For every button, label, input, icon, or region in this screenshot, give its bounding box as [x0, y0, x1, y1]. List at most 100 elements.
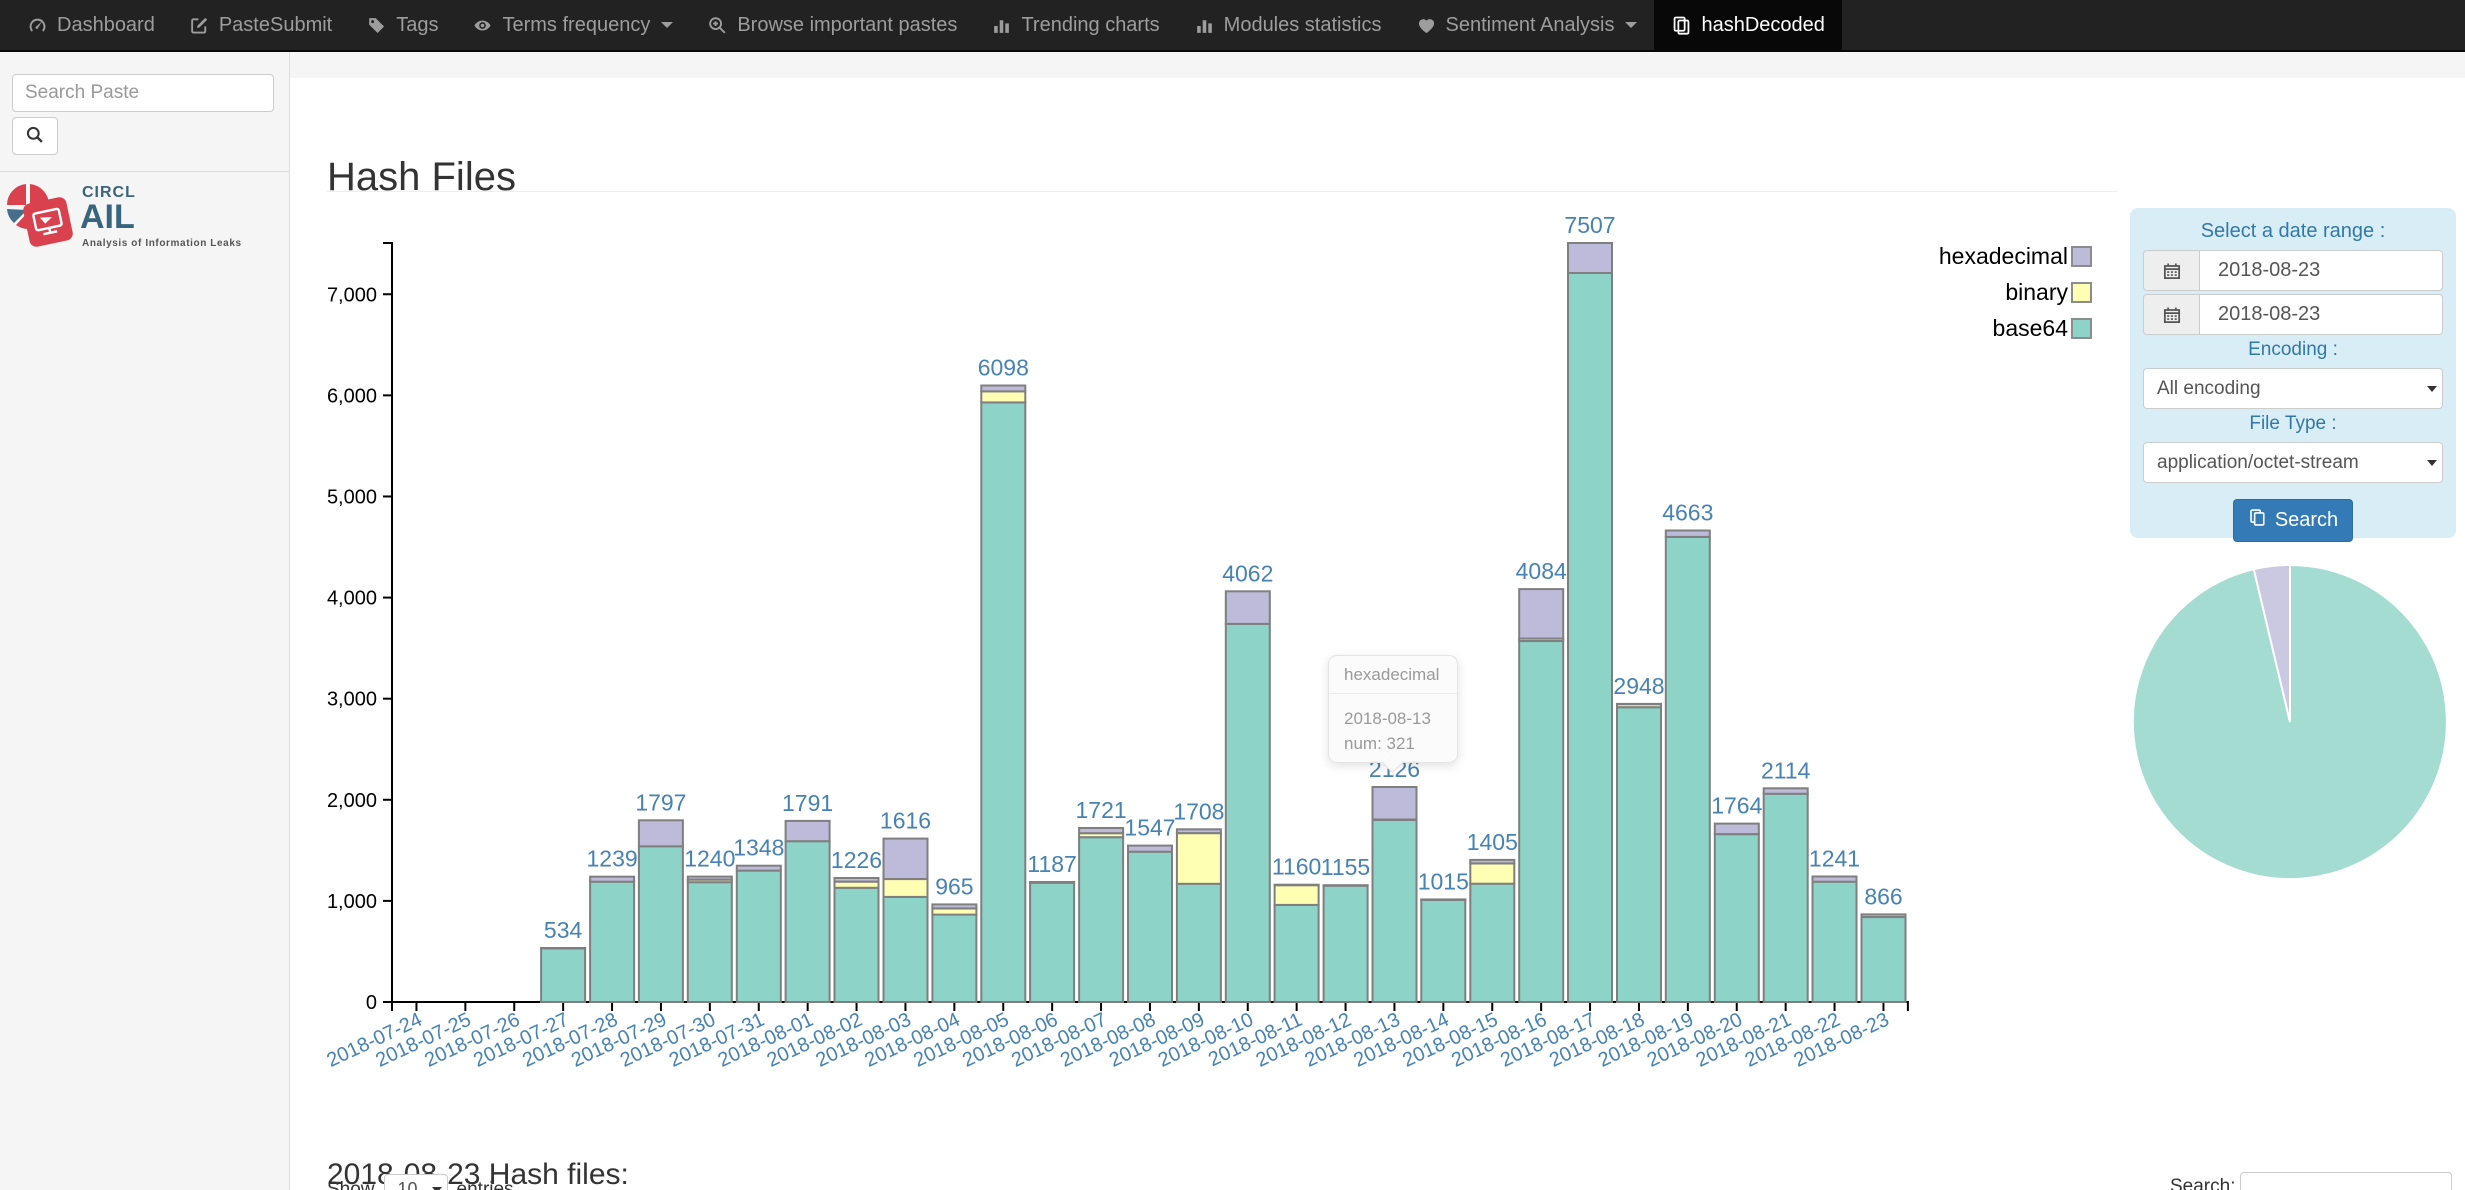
- bar-segment-binary[interactable]: [1469, 862, 1516, 885]
- nav-item-trending-charts[interactable]: Trending charts: [974, 0, 1176, 50]
- bar-segment-base64[interactable]: [1078, 836, 1125, 1004]
- bar-segment-base64[interactable]: [882, 895, 929, 1004]
- legend-swatch: [2071, 317, 2092, 339]
- nav-item-label: hashDecoded: [1701, 13, 1825, 36]
- bar-total-label: 4663: [1662, 500, 1713, 526]
- bar-segment-hexadecimal[interactable]: [1127, 844, 1173, 853]
- encoding-select-value: All encoding: [2157, 377, 2261, 399]
- nav-item-browse-important-pastes[interactable]: Browse important pastes: [690, 0, 974, 50]
- y-axis: [383, 242, 393, 1002]
- bar-segment-base64[interactable]: [1860, 916, 1907, 1003]
- bar-segment-hexadecimal[interactable]: [833, 877, 880, 883]
- bar-segment-hexadecimal[interactable]: [1762, 787, 1809, 795]
- bar-segment-hexadecimal[interactable]: [882, 837, 929, 880]
- bar-segment-base64[interactable]: [1518, 640, 1565, 1003]
- bar-segment-base64[interactable]: [784, 840, 831, 1004]
- chart-tooltip: hexadecimal 2018-08-13 num: 321: [1328, 655, 1458, 774]
- bar-segment-hexadecimal[interactable]: [784, 819, 831, 843]
- bar-segment-hexadecimal[interactable]: [1273, 883, 1320, 887]
- nav-item-pastesubmit[interactable]: PasteSubmit: [172, 0, 349, 50]
- bar-total-label: 1239: [587, 846, 638, 872]
- bar-segment-hexadecimal[interactable]: [980, 384, 1027, 393]
- bar-segment-base64[interactable]: [1762, 792, 1809, 1004]
- nav-item-dashboard[interactable]: Dashboard: [10, 0, 172, 50]
- bar-segment-base64[interactable]: [1664, 535, 1711, 1003]
- bar-segment-binary[interactable]: [1273, 884, 1320, 906]
- bar-segment-hexadecimal[interactable]: [1420, 898, 1467, 901]
- y-tick-label: 2,000: [327, 790, 377, 812]
- bar-segment-hexadecimal[interactable]: [686, 875, 733, 881]
- nav-item-modules-statistics[interactable]: Modules statistics: [1177, 0, 1399, 50]
- bar-segment-base64[interactable]: [1224, 622, 1271, 1003]
- bar-segment-hexadecimal[interactable]: [637, 819, 684, 848]
- bar-segment-binary[interactable]: [980, 390, 1027, 404]
- nav-item-tags[interactable]: Tags: [349, 0, 455, 50]
- bar-segment-base64[interactable]: [1175, 882, 1222, 1004]
- bar-total-label: 1240: [684, 846, 735, 872]
- bar-segment-hexadecimal[interactable]: [1029, 881, 1076, 884]
- bar-segment-binary[interactable]: [882, 878, 929, 898]
- bar-segment-base64[interactable]: [686, 881, 733, 1004]
- bar-segment-binary[interactable]: [931, 907, 978, 916]
- bar-segment-hexadecimal[interactable]: [1860, 913, 1907, 919]
- date-to-input[interactable]: [2199, 294, 2443, 335]
- logo-tagline: Analysis of Information Leaks: [82, 238, 242, 249]
- bar-segment-binary[interactable]: [1175, 832, 1222, 885]
- bar-segment-hexadecimal[interactable]: [1224, 590, 1271, 625]
- bar-segment-base64[interactable]: [1811, 880, 1858, 1004]
- bar-segment-base64[interactable]: [1127, 850, 1173, 1004]
- bar-segment-hexadecimal[interactable]: [1371, 786, 1418, 821]
- legend-row-base64: base64: [1840, 310, 2092, 346]
- bar-segment-hexadecimal[interactable]: [1469, 858, 1516, 865]
- content-top-strip: [290, 52, 2465, 78]
- bar-segment-base64[interactable]: [589, 880, 636, 1004]
- bar-segment-base64[interactable]: [980, 401, 1027, 1003]
- bar-segment-hexadecimal[interactable]: [1322, 884, 1369, 887]
- bar-segment-hexadecimal[interactable]: [1175, 828, 1222, 835]
- bar-segment-base64[interactable]: [1029, 881, 1076, 1004]
- nav-item-terms-frequency[interactable]: Terms frequency: [455, 0, 690, 50]
- bar-segment-base64[interactable]: [1420, 898, 1467, 1004]
- pie-slice-hexadecimal[interactable]: [2252, 563, 2291, 723]
- search-paste-button[interactable]: [12, 117, 58, 155]
- nav-item-label: PasteSubmit: [218, 13, 333, 36]
- file-type-select[interactable]: application/octet-stream: [2143, 442, 2443, 483]
- bar-segment-hexadecimal[interactable]: [589, 875, 636, 883]
- bar-segment-base64[interactable]: [1322, 884, 1369, 1004]
- date-from-input[interactable]: [2199, 250, 2443, 291]
- bar-segment-hexadecimal[interactable]: [931, 903, 978, 910]
- nav-item-sentiment-analysis[interactable]: Sentiment Analysis: [1399, 0, 1655, 50]
- nav-item-hashdecoded[interactable]: hashDecoded: [1654, 0, 1842, 50]
- bar-segment-hexadecimal[interactable]: [1518, 588, 1565, 640]
- tag-icon: [369, 17, 385, 33]
- bar-segment-base64[interactable]: [1273, 903, 1320, 1004]
- bar-segment-base64[interactable]: [931, 913, 978, 1003]
- search-paste-input[interactable]: [12, 74, 274, 112]
- bar-segment-hexadecimal[interactable]: [1664, 529, 1711, 538]
- bar-segment-hexadecimal[interactable]: [1567, 242, 1613, 274]
- bar-segment-binary[interactable]: [833, 880, 880, 889]
- bar-total-label: 1348: [733, 835, 784, 861]
- entries-per-page-select[interactable]: 10: [383, 1174, 448, 1190]
- filter-search-button[interactable]: Search: [2232, 499, 2354, 542]
- bar-segment-base64[interactable]: [540, 947, 587, 1004]
- table-search-input[interactable]: [2240, 1172, 2452, 1190]
- bar-total-label: 1797: [635, 789, 686, 815]
- page-title: Hash Files: [327, 154, 516, 199]
- bar-segment-base64[interactable]: [735, 869, 782, 1003]
- bar-segment-hexadecimal[interactable]: [1078, 827, 1125, 835]
- bar-segment-base64[interactable]: [1371, 819, 1418, 1003]
- bar-segment-base64[interactable]: [637, 845, 684, 1003]
- bar-segment-hexadecimal[interactable]: [1713, 822, 1760, 836]
- encoding-select[interactable]: All encoding: [2143, 368, 2443, 409]
- bar-segment-base64[interactable]: [1567, 272, 1613, 1003]
- bar-segment-base64[interactable]: [833, 886, 880, 1003]
- bar-segment-base64[interactable]: [1713, 833, 1760, 1004]
- bar-total-label: 866: [1864, 883, 1902, 909]
- bar-segment-hexadecimal[interactable]: [735, 864, 782, 872]
- bar-total-label: 7507: [1564, 212, 1615, 238]
- bar-segment-base64[interactable]: [1469, 882, 1516, 1004]
- bar-segment-hexadecimal[interactable]: [1811, 875, 1858, 883]
- bar-total-label: 4062: [1222, 560, 1273, 586]
- bar-segment-base64[interactable]: [1616, 706, 1662, 1003]
